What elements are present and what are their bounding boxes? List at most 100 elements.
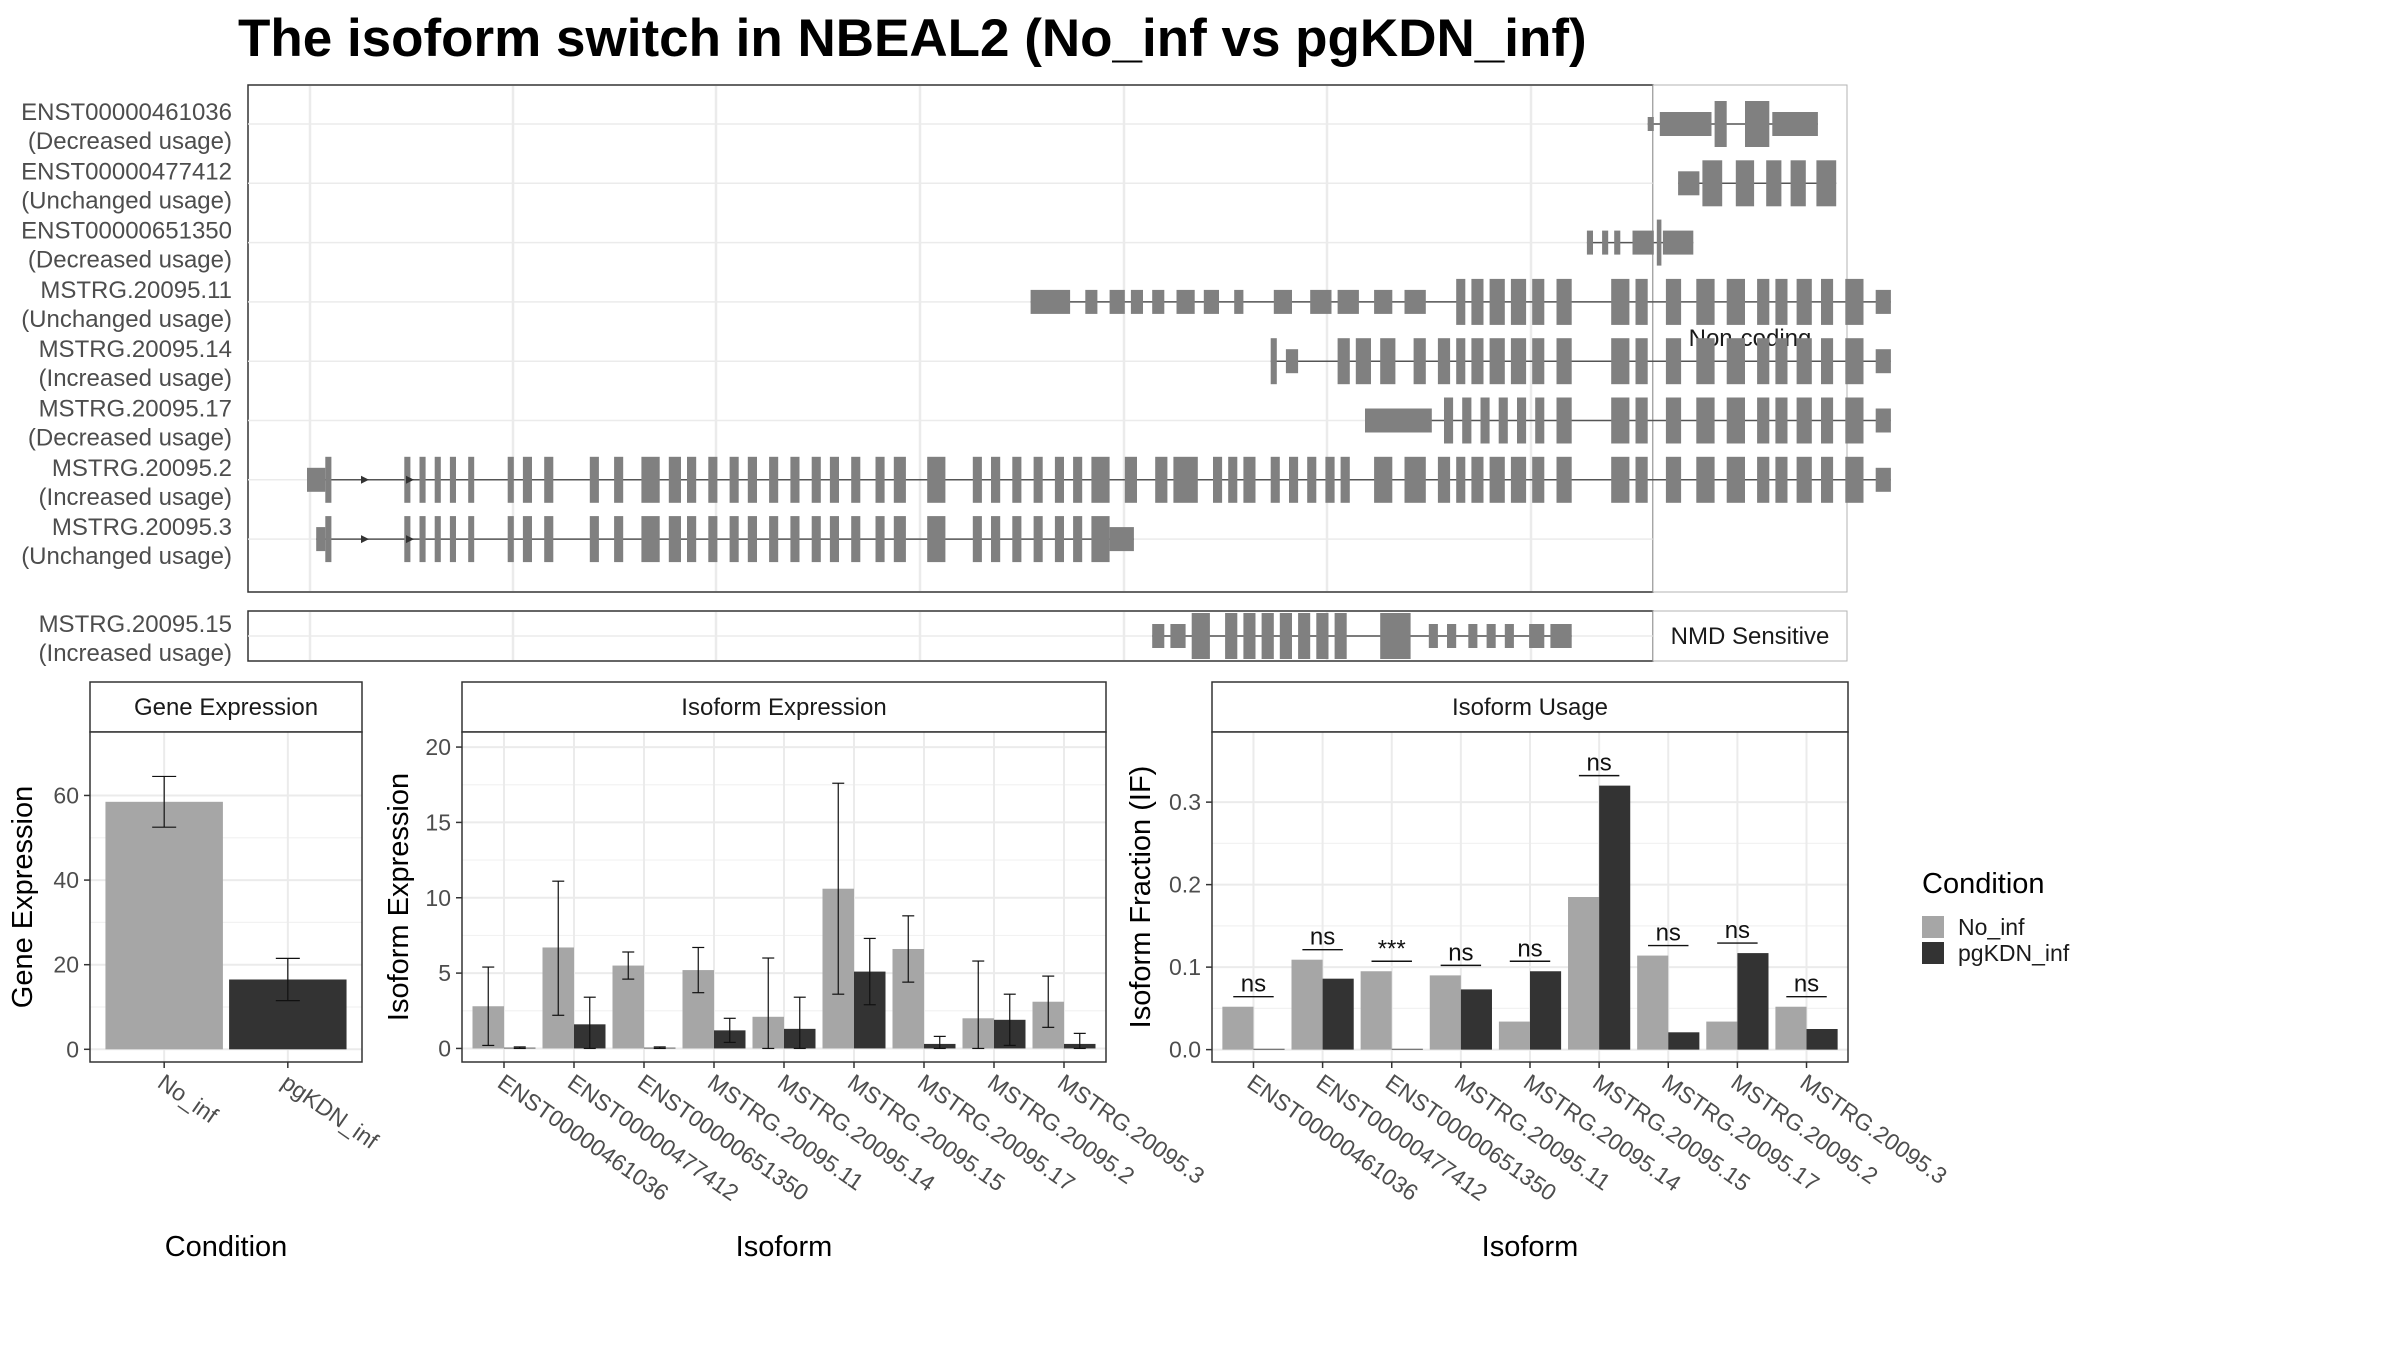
- exon-block: [468, 456, 475, 503]
- exon-block: [769, 516, 779, 563]
- transcript-id-label: ENST00000477412: [21, 158, 232, 185]
- y-tick-label: 0.2: [1169, 872, 1201, 898]
- y-axis-title: Isoform Expression: [383, 773, 415, 1021]
- y-tick-label: 60: [53, 782, 79, 808]
- exon-block: [1155, 456, 1168, 503]
- exon-block: [507, 516, 514, 563]
- exon-block: [468, 516, 475, 563]
- exon-block: [1665, 397, 1682, 444]
- exon-block: [1273, 289, 1292, 314]
- exon-block: [1054, 516, 1064, 563]
- exon-block: [1662, 230, 1694, 255]
- nc-0-transcript: [1647, 101, 1818, 147]
- exon-block: [1726, 456, 1745, 503]
- significance-label: ns: [1517, 935, 1542, 962]
- bar-pgKDN_inf-5: [1599, 785, 1631, 1050]
- bar-pgKDN_inf-2: [1391, 1048, 1423, 1050]
- transcript-usage-label: (Increased usage): [39, 484, 232, 511]
- legend-title: Condition: [1922, 868, 2045, 900]
- exon-block: [893, 516, 906, 563]
- panel-strip-label: Isoform Expression: [681, 694, 886, 721]
- bar-No_inf-7: [1706, 1021, 1738, 1050]
- exon-block: [991, 516, 1001, 563]
- exon-block: [1757, 338, 1770, 385]
- significance-label: ns: [1725, 917, 1750, 944]
- exon-block: [1334, 613, 1347, 659]
- exon-block: [1270, 338, 1277, 385]
- exon-block: [1550, 624, 1572, 648]
- transcript-usage-label: (Decreased usage): [28, 425, 232, 452]
- exon-block: [1775, 338, 1788, 385]
- bar-No_inf-4: [1498, 1021, 1530, 1050]
- exon-block: [1298, 613, 1311, 659]
- exon-block: [614, 456, 624, 503]
- y-tick-label: 0.0: [1169, 1037, 1201, 1063]
- exon-block: [1085, 289, 1098, 314]
- exon-block: [1735, 160, 1755, 207]
- nc-2-transcript: [1586, 219, 1694, 266]
- exon-block: [1635, 397, 1648, 444]
- transcript-usage-label: (Decreased usage): [28, 247, 232, 274]
- exon-block: [1790, 160, 1806, 207]
- y-tick-label: 20: [425, 734, 451, 760]
- exon-block: [1225, 613, 1238, 659]
- significance-label: ns: [1310, 924, 1335, 951]
- exon-block: [1152, 624, 1165, 648]
- exon-block: [1635, 456, 1648, 503]
- exon-block: [1228, 456, 1238, 503]
- exon-block: [1775, 397, 1788, 444]
- x-axis-title: Isoform: [736, 1231, 833, 1263]
- exon-block: [507, 456, 514, 503]
- exon-block: [1532, 456, 1545, 503]
- exon-block: [1486, 624, 1496, 648]
- x-axis-title: Condition: [165, 1231, 288, 1263]
- exon-block: [729, 516, 739, 563]
- exon-block: [1444, 397, 1454, 444]
- exon-block: [1678, 171, 1700, 196]
- exon-block: [811, 456, 821, 503]
- nc-7-transcript: [316, 516, 1134, 563]
- exon-block: [1203, 289, 1219, 314]
- exon-block: [1355, 338, 1371, 385]
- transcript-id-label: MSTRG.20095.3: [52, 514, 232, 541]
- exon-block: [1489, 278, 1505, 325]
- exon-block: [1821, 456, 1834, 503]
- transcript-id-label: ENST00000461036: [21, 99, 232, 126]
- exon-block: [1611, 456, 1630, 503]
- transcript-id-label: MSTRG.20095.15: [39, 611, 232, 638]
- exon-block: [1611, 397, 1630, 444]
- exon-block: [1696, 338, 1715, 385]
- exon-block: [1821, 338, 1834, 385]
- y-tick-label: 0.1: [1169, 954, 1201, 980]
- exon-block: [1243, 613, 1256, 659]
- exon-block: [687, 456, 697, 503]
- exon-block: [668, 516, 681, 563]
- exon-block: [1191, 613, 1210, 659]
- significance-label: ns: [1586, 750, 1611, 777]
- exon-block: [1665, 456, 1682, 503]
- x-tick-label: pgKDN_inf: [277, 1069, 384, 1154]
- exon-block: [1091, 456, 1110, 503]
- exon-block: [1635, 278, 1648, 325]
- strip-nmd: [1652, 610, 1848, 662]
- significance-label: ns: [1794, 971, 1819, 998]
- exon-block: [1845, 456, 1864, 503]
- exon-block: [1510, 338, 1527, 385]
- legend-swatch-No_inf: [1922, 916, 1944, 938]
- exon-block: [1556, 397, 1572, 444]
- transcript-id-label: ENST00000651350: [21, 218, 232, 245]
- exon-block: [544, 516, 554, 563]
- x-axis-title: Isoform: [1482, 1231, 1579, 1263]
- bar-No_inf-6: [1637, 955, 1669, 1050]
- exon-block: [1447, 624, 1457, 648]
- y-tick-label: 15: [425, 809, 451, 835]
- bar-pgKDN_inf-4: [1530, 971, 1562, 1050]
- nc-5-transcript: [1365, 397, 1891, 444]
- exon-block: [1556, 338, 1572, 385]
- exon-block: [1285, 349, 1299, 374]
- bar-pgKDN_inf-1: [1322, 978, 1354, 1050]
- exon-block: [1270, 456, 1280, 503]
- exon-block: [1033, 516, 1043, 563]
- strand-arrow: [361, 535, 369, 544]
- exon-block: [1714, 101, 1727, 147]
